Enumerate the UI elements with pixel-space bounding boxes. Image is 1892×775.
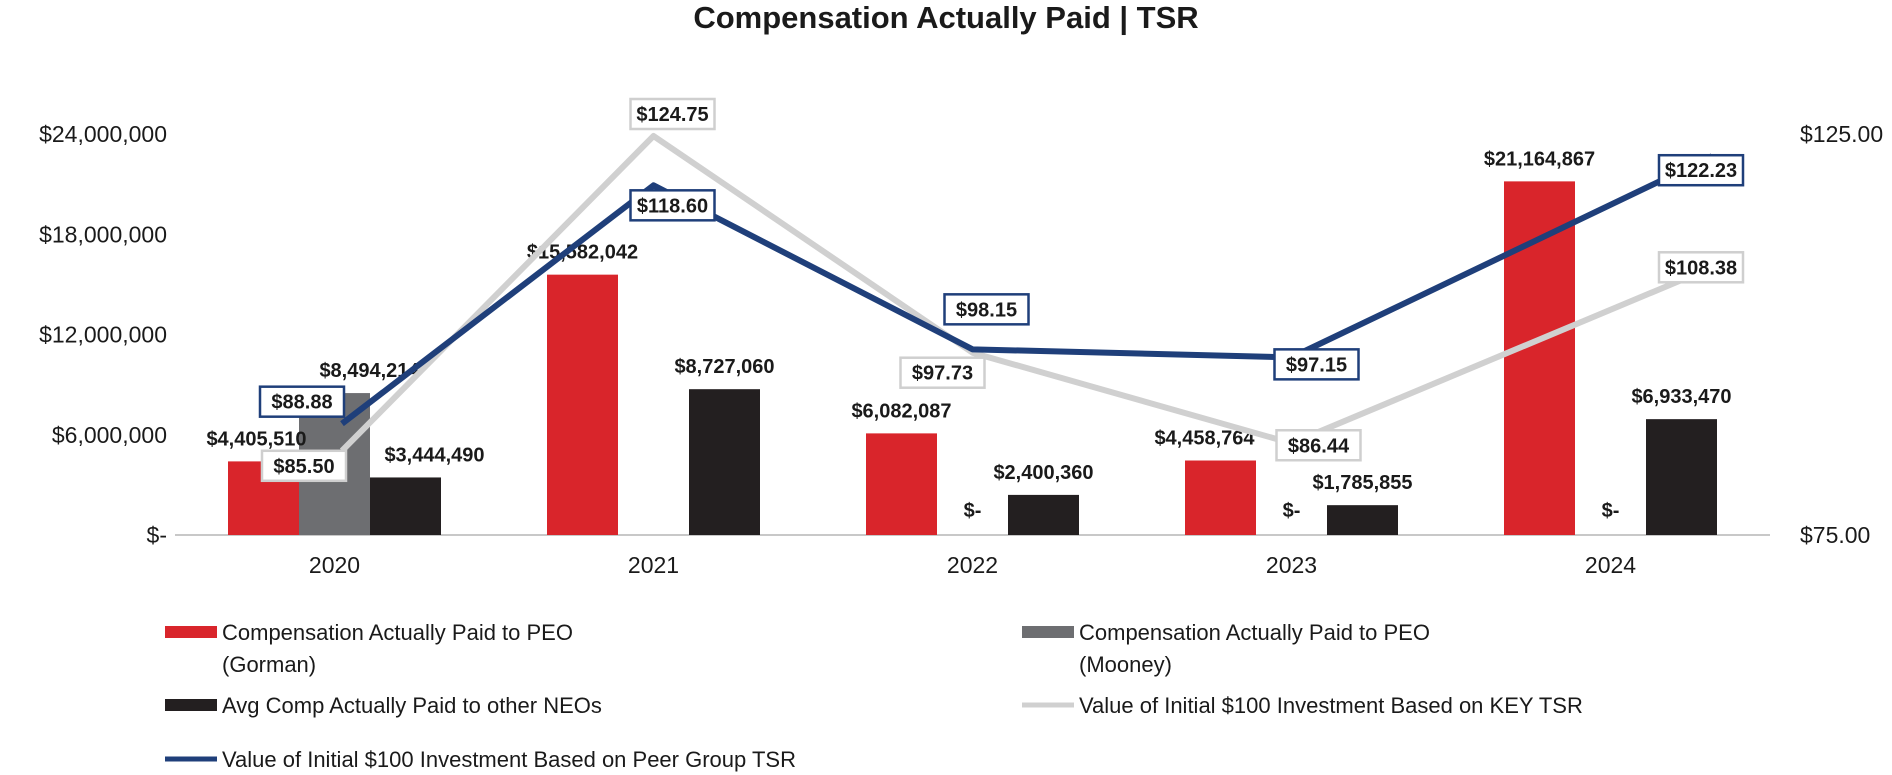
bar-data-label: $4,458,764 bbox=[1154, 428, 1255, 450]
legend-label: Compensation Actually Paid to PEO bbox=[1079, 620, 1430, 645]
legend: Compensation Actually Paid to PEO (Gorman… bbox=[165, 620, 1583, 772]
legend-swatch bbox=[1022, 626, 1074, 638]
tsr-data-label: $88.88 bbox=[271, 392, 332, 414]
bar-data-label: $4,405,510 bbox=[206, 428, 306, 450]
bar-data-label: $- bbox=[964, 500, 982, 522]
tsr-label-box bbox=[943, 293, 1030, 326]
bar-data-label: $8,494,214 bbox=[319, 360, 420, 382]
plot-area: $- $6,000,000 $12,000,000 $18,000,000 $24,00… bbox=[39, 97, 1883, 578]
tsr-data-label: $118.60 bbox=[637, 195, 708, 217]
bar-data-label: $3,444,490 bbox=[384, 444, 484, 466]
bar-data-label: $21,164,867 bbox=[1484, 148, 1595, 170]
x-tick-label: 2020 bbox=[309, 552, 360, 578]
legend-swatch bbox=[165, 626, 217, 638]
bar bbox=[1646, 419, 1717, 535]
tsr-data-label: $86.44 bbox=[1288, 435, 1350, 457]
y-left-tick-label: $18,000,000 bbox=[39, 221, 167, 247]
bar bbox=[547, 274, 618, 535]
x-tick-label: 2023 bbox=[1266, 552, 1317, 578]
bar-data-label: $6,933,470 bbox=[1631, 386, 1731, 408]
tsr-data-label: $85.50 bbox=[273, 456, 334, 478]
tsr-label-box bbox=[1275, 429, 1362, 462]
y-right-tick-label: $75.00 bbox=[1800, 522, 1870, 548]
tsr-data-label: $97.73 bbox=[912, 363, 973, 385]
bar bbox=[866, 433, 937, 535]
tsr-data-label: $124.75 bbox=[636, 104, 708, 126]
tsr-data-label: $122.23 bbox=[1665, 160, 1737, 182]
bar bbox=[1504, 181, 1575, 535]
y-left-tick-label: $- bbox=[147, 522, 167, 548]
legend-label: Avg Comp Actually Paid to other NEOs bbox=[222, 693, 602, 718]
bar bbox=[370, 477, 441, 535]
bar bbox=[1327, 505, 1398, 535]
bar-data-label: $8,727,060 bbox=[674, 356, 774, 378]
bar-data-label: $6,082,087 bbox=[851, 400, 951, 422]
tsr-data-label: $98.15 bbox=[956, 299, 1017, 321]
y-left-tick-label: $6,000,000 bbox=[52, 422, 167, 448]
tsr-label-box bbox=[258, 385, 346, 418]
tsr-label-box bbox=[1273, 348, 1360, 381]
legend-label: (Mooney) bbox=[1079, 652, 1172, 677]
peer-tsr-line bbox=[340, 153, 1714, 427]
x-tick-label: 2021 bbox=[628, 552, 679, 578]
tsr-label-box bbox=[260, 449, 348, 483]
legend-label: (Gorman) bbox=[222, 652, 316, 677]
bar-data-label: $- bbox=[1602, 500, 1620, 522]
legend-swatch bbox=[165, 699, 217, 711]
bar-data-label: $- bbox=[1283, 500, 1301, 522]
legend-label: Compensation Actually Paid to PEO bbox=[222, 620, 573, 645]
tsr-label-box bbox=[899, 356, 986, 389]
y-left-tick-label: $24,000,000 bbox=[39, 121, 167, 147]
bar-data-label: $2,400,360 bbox=[993, 462, 1093, 484]
y-right-tick-label: $125.00 bbox=[1800, 121, 1883, 147]
chart-title: Compensation Actually Paid | TSR bbox=[693, 0, 1198, 35]
bar bbox=[1185, 460, 1256, 535]
tsr-label-box bbox=[629, 97, 716, 131]
x-tick-label: 2024 bbox=[1585, 552, 1636, 578]
tsr-label-box bbox=[629, 189, 716, 222]
bar bbox=[689, 389, 760, 535]
tsr-data-label: $97.15 bbox=[1286, 354, 1347, 376]
bar bbox=[1008, 494, 1079, 535]
legend-label: Value of Initial $100 Investment Based o… bbox=[1079, 693, 1583, 718]
key-tsr-line bbox=[339, 133, 1714, 453]
bar-data-label: $1,785,855 bbox=[1312, 472, 1412, 494]
x-tick-label: 2022 bbox=[947, 552, 998, 578]
legend-label: Value of Initial $100 Investment Based o… bbox=[222, 747, 796, 772]
y-left-tick-label: $12,000,000 bbox=[39, 322, 167, 348]
tsr-label-box bbox=[1657, 153, 1745, 187]
tsr-data-label: $108.38 bbox=[1665, 257, 1737, 279]
tsr-label-box bbox=[1657, 251, 1745, 284]
